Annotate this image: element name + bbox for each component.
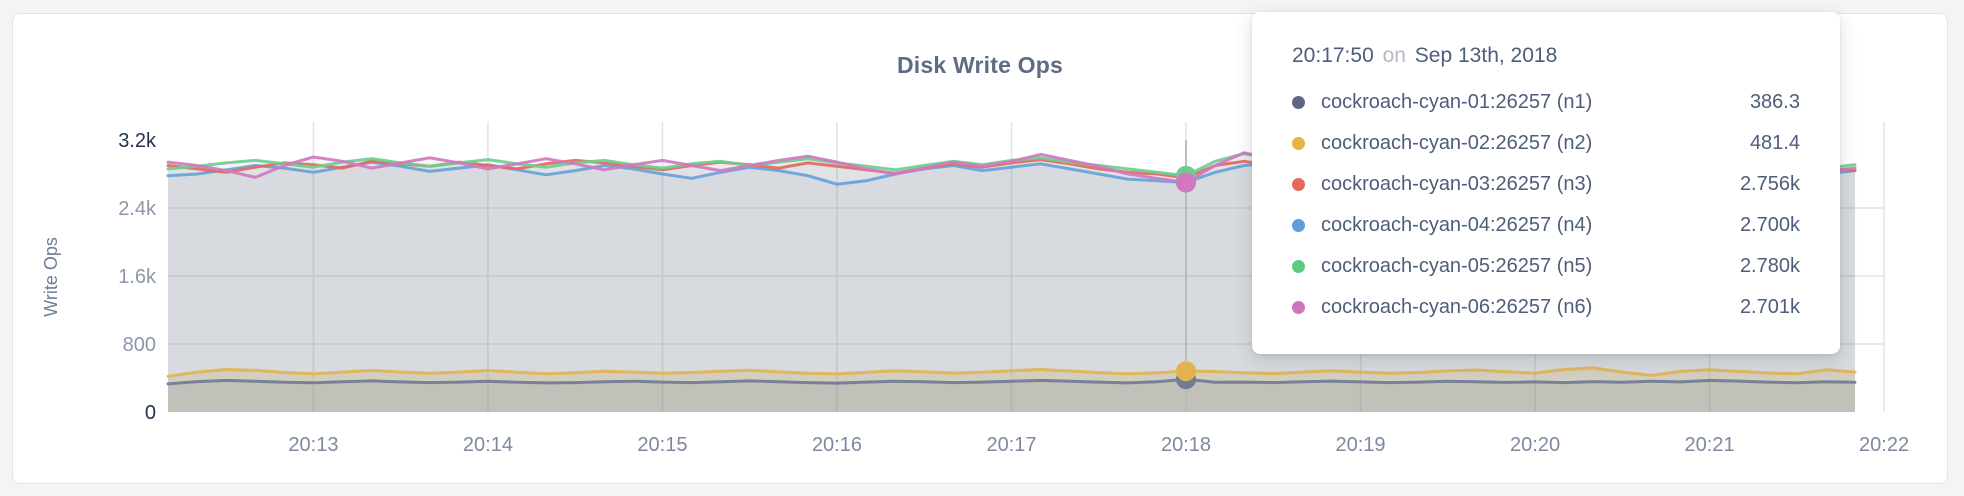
series-dot-icon <box>1292 178 1305 191</box>
hover-dots <box>1176 165 1197 390</box>
hover-dot-n2 <box>1176 361 1197 382</box>
y-tick-label: 2.4k <box>118 198 157 220</box>
x-tick-label: 20:13 <box>288 434 338 456</box>
y-tick-label: 1.6k <box>118 266 157 288</box>
tooltip-row: cockroach-cyan-01:26257 (n1) 386.3 <box>1292 82 1800 123</box>
x-tick-label: 20:22 <box>1859 434 1909 456</box>
y-axis-title: Write Ops <box>41 237 61 317</box>
series-dot-icon <box>1292 137 1305 150</box>
series-line-n2 <box>166 366 1857 378</box>
tooltip-header: 20:17:50 on Sep 13th, 2018 <box>1292 44 1800 68</box>
y-tick-label: 0 <box>145 402 156 424</box>
x-tick-label: 20:17 <box>986 434 1036 456</box>
x-tick-label: 20:15 <box>637 434 687 456</box>
tooltip-series-value: 2.701k <box>1739 296 1800 318</box>
tooltip-series-label: cockroach-cyan-04:26257 (n4) <box>1321 214 1593 236</box>
x-tick-label: 20:14 <box>463 434 513 456</box>
tooltip-series-label: cockroach-cyan-02:26257 (n2) <box>1321 132 1593 154</box>
series-area-n2 <box>168 367 1855 412</box>
tooltip-row: cockroach-cyan-06:26257 (n6) 2.701k <box>1292 287 1800 328</box>
series-dot-icon <box>1292 96 1305 109</box>
series-dot-icon <box>1292 260 1305 273</box>
series-dot-icon <box>1292 301 1305 314</box>
tooltip-series-value: 2.756k <box>1739 173 1800 195</box>
series-dot-icon <box>1292 219 1305 232</box>
tooltip-time: 20:17:50 <box>1292 44 1374 67</box>
tooltip-row: cockroach-cyan-05:26257 (n5) 2.780k <box>1292 246 1800 287</box>
tooltip-series-label: cockroach-cyan-05:26257 (n5) <box>1321 255 1593 277</box>
y-axis: 0 800 1.6k 2.4k 3.2k Write Ops <box>41 130 157 424</box>
tooltip-series-value: 481.4 <box>1749 132 1800 154</box>
tooltip-series-label: cockroach-cyan-06:26257 (n6) <box>1321 296 1593 318</box>
hover-dot-n6 <box>1176 172 1197 193</box>
chart-title: Disk Write Ops <box>897 52 1063 78</box>
tooltip-rows: cockroach-cyan-01:26257 (n1) 386.3 cockroa… <box>1292 82 1800 328</box>
x-axis: 20:13 20:14 20:15 20:16 20:17 20:18 20:19 20:20… <box>288 434 1909 456</box>
x-tick-label: 20:16 <box>812 434 862 456</box>
tooltip-series-label: cockroach-cyan-01:26257 (n1) <box>1321 91 1593 113</box>
x-tick-label: 20:21 <box>1685 434 1735 456</box>
series-area-n1 <box>168 379 1855 412</box>
x-tick-label: 20:18 <box>1161 434 1211 456</box>
x-tick-label: 20:19 <box>1336 434 1386 456</box>
tooltip-row: cockroach-cyan-03:26257 (n3) 2.756k <box>1292 164 1800 205</box>
series-line-n1 <box>166 377 1857 386</box>
chart-tooltip: 20:17:50 on Sep 13th, 2018 cockroach-cya… <box>1252 12 1840 354</box>
x-tick-label: 20:20 <box>1510 434 1560 456</box>
tooltip-row: cockroach-cyan-02:26257 (n2) 481.4 <box>1292 123 1800 164</box>
y-tick-label: 800 <box>123 334 156 356</box>
tooltip-series-value: 2.780k <box>1739 255 1800 277</box>
tooltip-series-value: 386.3 <box>1749 91 1800 113</box>
tooltip-series-value: 2.700k <box>1739 214 1800 236</box>
tooltip-date: Sep 13th, 2018 <box>1414 44 1558 67</box>
tooltip-series-label: cockroach-cyan-03:26257 (n3) <box>1321 173 1593 195</box>
tooltip-row: cockroach-cyan-04:26257 (n4) 2.700k <box>1292 205 1800 246</box>
tooltip-conjunction: on <box>1382 44 1406 67</box>
y-tick-label: 3.2k <box>118 130 157 152</box>
